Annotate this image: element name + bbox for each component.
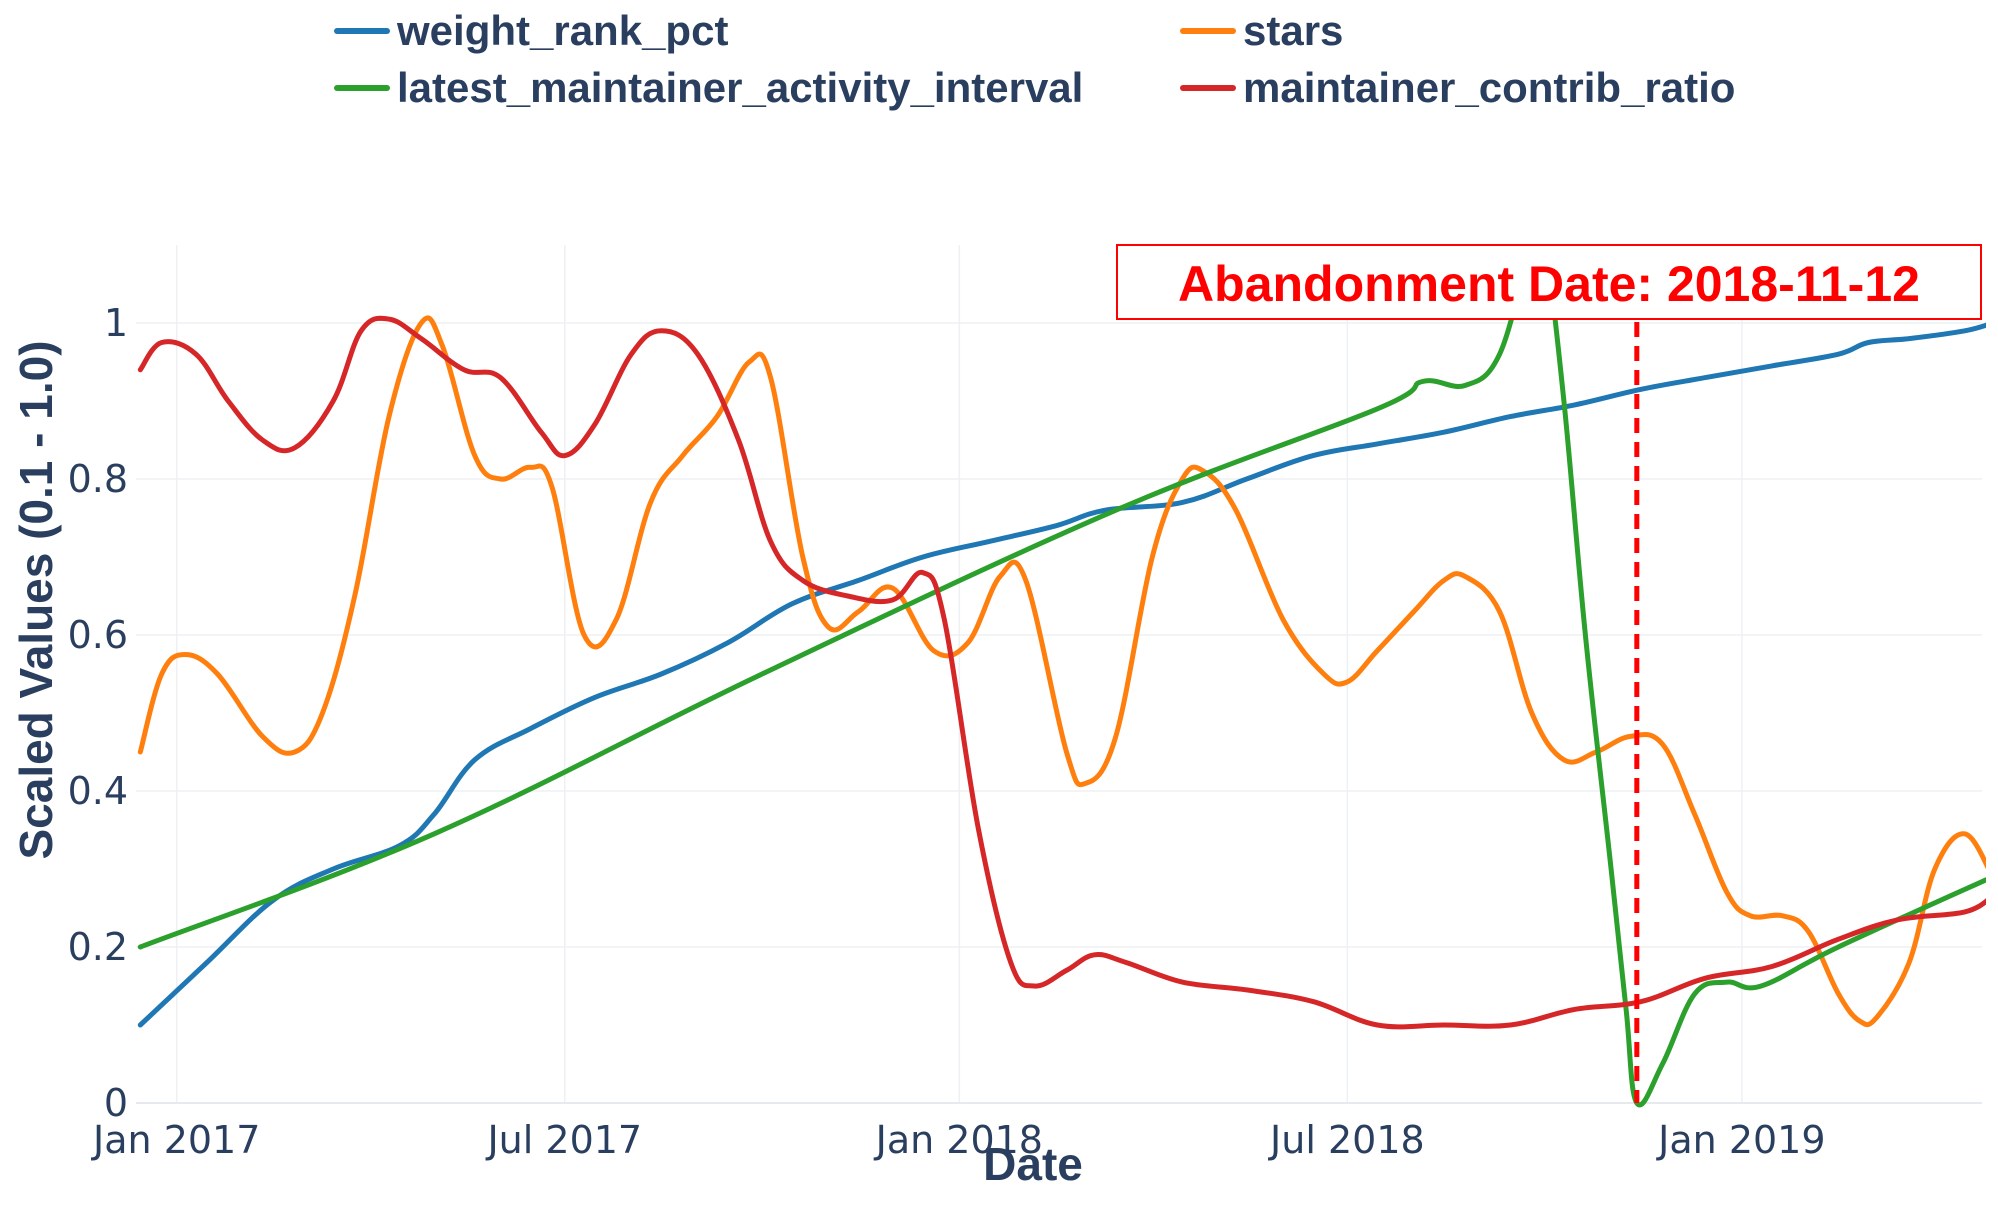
series-line-latest-maintainer-activity-interval	[137, 245, 1986, 1108]
x-tick-label: Jan 2019	[1656, 1118, 1825, 1162]
series-line-stars	[137, 315, 1986, 1028]
y-tick-label: 0.2	[68, 925, 128, 969]
legend-label: stars	[1243, 7, 1343, 54]
axes: 0 0.2 0.4 0.6 0.8 1 Jan 2017 Jul 2017 Jan 2018 Ju…	[68, 301, 1826, 1162]
series-lines	[137, 245, 1986, 1108]
abandonment-annotation: Abandonment Date: 2018-11-12	[1116, 244, 1982, 1103]
series-line-maintainer-contrib-ratio	[137, 315, 1986, 1030]
annotation-box	[1116, 244, 1982, 320]
x-tick-label: Jul 2017	[485, 1118, 642, 1162]
y-tick-label: 0.6	[68, 613, 128, 657]
gridlines	[136, 245, 1982, 1104]
x-tick-label: Jul 2018	[1268, 1118, 1425, 1162]
y-tick-label: 0.8	[68, 457, 128, 501]
y-tick-label: 0	[104, 1081, 128, 1125]
y-tick-label: 0.4	[68, 769, 128, 813]
x-axis-title: Date	[983, 1138, 1083, 1190]
legend-label: maintainer_contrib_ratio	[1243, 64, 1735, 111]
y-axis-title: Scaled Values (0.1 - 1.0)	[10, 340, 62, 859]
series-line-weight-rank-pct	[137, 322, 1986, 1028]
y-tick-label: 1	[104, 301, 128, 345]
legend-label: weight_rank_pct	[396, 7, 728, 54]
legend-label: latest_maintainer_activity_interval	[397, 64, 1083, 111]
annotation-label: Abandonment Date: 2018-11-12	[1178, 256, 1920, 312]
x-tick-label: Jan 2018	[874, 1118, 1043, 1162]
legend: weight_rank_pct stars latest_maintainer_ac…	[334, 7, 1735, 111]
x-tick-label: Jan 2017	[91, 1118, 260, 1162]
